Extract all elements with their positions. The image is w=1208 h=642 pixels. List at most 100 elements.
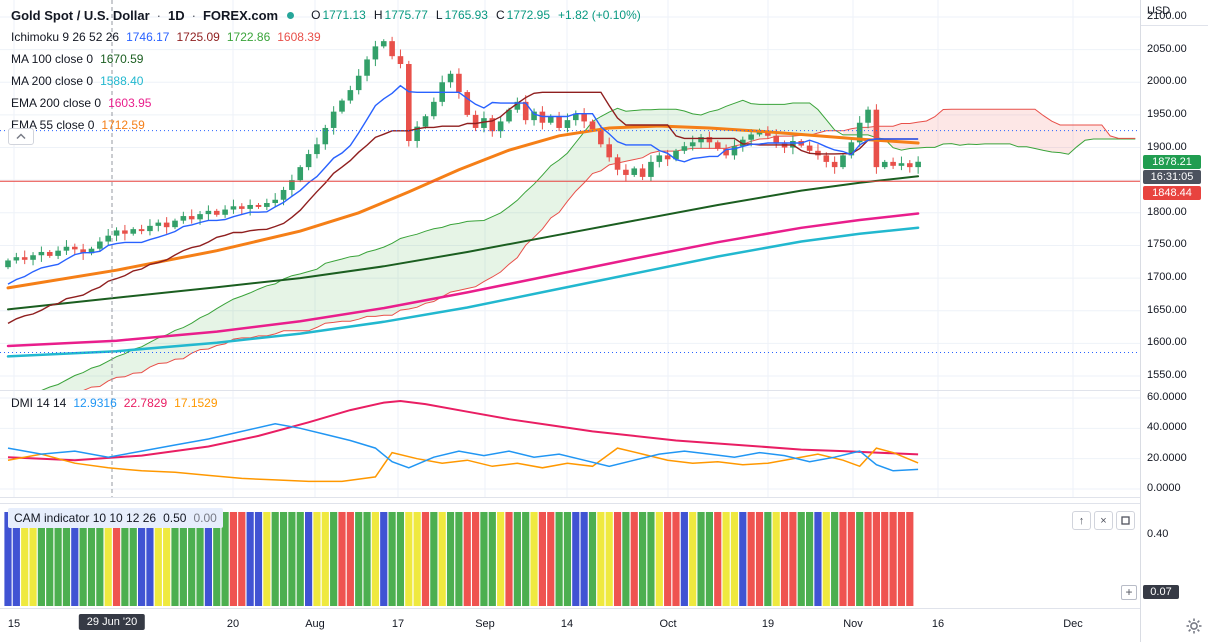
indicator-value: 1725.09 [176, 30, 220, 44]
cam-bar [730, 512, 739, 606]
indicator-value: 1670.59 [100, 52, 144, 66]
cam-bar [363, 512, 371, 606]
cam-bar [413, 512, 421, 606]
cam-bar [313, 512, 321, 606]
high-value: 1775.77 [384, 8, 428, 22]
price-axis-label: 1950.00 [1147, 107, 1187, 120]
cam-bar [613, 512, 622, 606]
indicator-legend-row[interactable]: MA 200 close 0 1588.40 [8, 71, 146, 91]
dmi-axis-label: 20.0000 [1147, 451, 1187, 464]
ohlc-values: O 1771.13 H 1775.77 L 1765.93 C 1772.95 +1.8… [311, 8, 641, 22]
close-label: C [495, 8, 505, 22]
cam-bar [747, 512, 755, 606]
cam-bar [446, 512, 455, 606]
time-axis-label: Dec [1063, 618, 1083, 630]
cam-bar [689, 512, 697, 606]
close-value: 1772.95 [506, 8, 551, 22]
separator: · [156, 7, 162, 23]
cam-bar [438, 512, 446, 606]
cam-bar [288, 512, 296, 606]
settings-gear-icon[interactable] [1185, 616, 1205, 636]
price-axis-label: 1750.00 [1147, 238, 1187, 251]
time-axis[interactable]: 15 20 Aug 17 Sep 14 Oct 19 Nov 16 Dec 29 Jun '20 [0, 609, 1140, 642]
cam-bar [380, 512, 388, 606]
cam-bar [346, 512, 354, 606]
time-axis-label: Sep [475, 618, 495, 630]
prev-close-badge: 1848.44 [1143, 185, 1201, 200]
separator: · [191, 7, 196, 23]
cam-bar [21, 512, 29, 606]
cam-bar [179, 512, 187, 606]
dmi-chart-canvas[interactable] [0, 391, 1140, 497]
ema55-line [6, 124, 920, 290]
indicator-label: CAM indicator 10 10 12 26 [14, 511, 157, 525]
cam-bar [497, 512, 505, 606]
cam-bar [330, 512, 338, 606]
price-axis-label: 1600.00 [1147, 336, 1187, 349]
indicator-legend-row[interactable]: Ichimoku 9 26 52 26 1746.17 1725.09 1722.86… [8, 27, 324, 47]
price-scale[interactable]: USD 2100.00 2050.00 2000.00 1950.00 1900.00 1… [1140, 0, 1208, 642]
cam-bar [204, 512, 212, 606]
legend-collapse-button[interactable] [8, 128, 34, 145]
maximize-pane-button[interactable] [1116, 511, 1135, 530]
cam-pane[interactable]: CAM indicator 10 10 12 26 0.50 0.00 ↑ × [0, 504, 1140, 608]
symbol-header[interactable]: Gold Spot / U.S. Dollar · 1D · FOREX.com… [8, 5, 644, 25]
last-price-badge: 1878.21 [1143, 154, 1201, 169]
indicator-legend-row[interactable]: CAM indicator 10 10 12 26 0.50 0.00 [8, 508, 223, 528]
pane-separator[interactable] [0, 497, 1208, 498]
senkou-a-line [41, 99, 1136, 390]
cam-bar [121, 512, 129, 606]
cam-bar [580, 512, 588, 606]
cam-bar [705, 512, 713, 606]
cam-legend: CAM indicator 10 10 12 26 0.50 0.00 [8, 508, 223, 530]
price-chart-canvas[interactable] [0, 0, 1140, 390]
low-value: 1765.93 [444, 8, 488, 22]
time-axis-label: Aug [305, 618, 325, 630]
cam-bar [355, 512, 363, 606]
dmi-axis-label: 0.0000 [1147, 482, 1181, 494]
indicator-legend-row[interactable]: EMA 200 close 0 1603.95 [8, 93, 154, 113]
price-pane[interactable]: Gold Spot / U.S. Dollar · 1D · FOREX.com… [0, 0, 1140, 390]
time-axis-label: 15 [7, 618, 21, 630]
pane-separator[interactable] [0, 503, 1208, 504]
cam-bar [605, 512, 613, 606]
cam-bar [371, 512, 379, 606]
add-alert-button[interactable]: + [1121, 585, 1137, 600]
cam-bar [138, 512, 146, 606]
close-icon: × [1100, 514, 1107, 527]
currency-label: USD [1147, 5, 1171, 17]
indicator-label: MA 100 close 0 [11, 52, 94, 66]
dmi-pane[interactable]: DMI 14 14 12.9316 22.7829 17.1529 [0, 391, 1140, 497]
cam-bar [513, 512, 521, 606]
indicator-legend-row[interactable]: MA 100 close 0 1670.59 [8, 49, 146, 69]
cam-bar [279, 512, 288, 606]
arrow-up-icon: ↑ [1078, 514, 1085, 527]
maximize-icon [1121, 516, 1130, 525]
cam-bar [655, 512, 663, 606]
market-status-icon [287, 11, 295, 19]
close-indicator-button[interactable]: × [1094, 511, 1113, 530]
indicator-legend-row[interactable]: DMI 14 14 12.9316 22.7829 17.1529 [8, 393, 221, 413]
cam-bar [755, 512, 764, 606]
cam-bar [104, 512, 112, 606]
cam-bar [831, 512, 839, 606]
time-axis-label: 17 [391, 618, 405, 630]
cam-bar [455, 512, 463, 606]
cam-bar [213, 512, 221, 606]
interval-label[interactable]: 1D [168, 7, 185, 23]
cam-bar [563, 512, 572, 606]
indicator-value: 1746.17 [126, 30, 170, 44]
cam-bar [772, 512, 780, 606]
cam-bar [588, 512, 597, 606]
cam-bar [472, 512, 480, 606]
pane-separator[interactable] [0, 390, 1208, 391]
cam-bar [530, 512, 538, 606]
move-pane-up-button[interactable]: ↑ [1072, 511, 1091, 530]
cam-chart-canvas[interactable] [0, 504, 1140, 608]
legend: Gold Spot / U.S. Dollar · 1D · FOREX.com… [8, 5, 644, 137]
cam-bar [864, 512, 872, 606]
open-value: 1771.13 [322, 8, 366, 22]
price-axis-label: 1650.00 [1147, 303, 1187, 316]
time-axis-label: 16 [931, 618, 945, 630]
